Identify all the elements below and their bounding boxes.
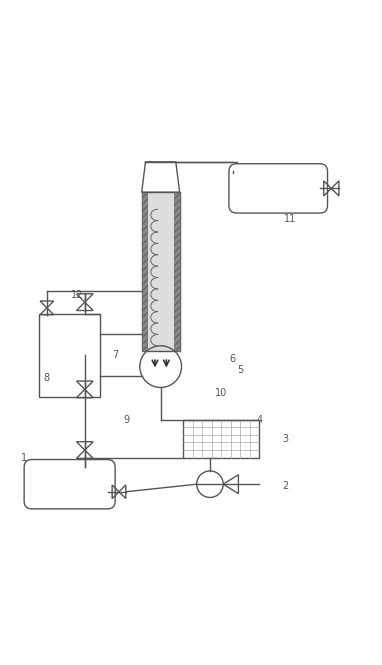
Text: 11: 11 (283, 213, 296, 223)
Bar (142, 192, 147, 352)
Text: 8: 8 (44, 373, 50, 383)
Text: 2: 2 (283, 481, 289, 491)
FancyBboxPatch shape (229, 164, 327, 213)
Text: 12: 12 (71, 289, 83, 299)
Text: 3: 3 (283, 434, 289, 444)
Text: 4: 4 (256, 415, 262, 425)
Bar (39, 313, 100, 397)
Text: 10: 10 (215, 388, 227, 398)
Bar (183, 420, 259, 458)
Bar (142, 192, 180, 352)
Text: 9: 9 (123, 415, 129, 425)
Text: 7: 7 (112, 350, 118, 360)
FancyBboxPatch shape (24, 460, 115, 509)
Text: 5: 5 (237, 366, 243, 376)
Text: 6: 6 (230, 354, 236, 364)
Text: 1: 1 (21, 453, 27, 463)
Bar (174, 192, 180, 352)
